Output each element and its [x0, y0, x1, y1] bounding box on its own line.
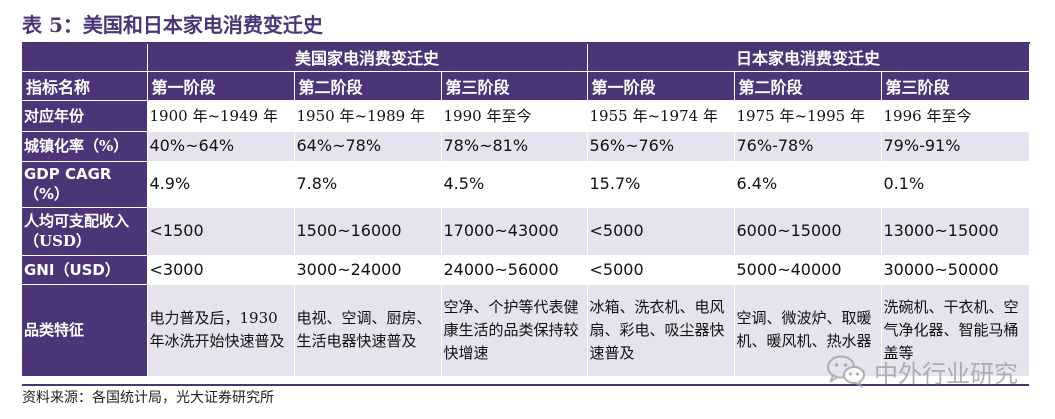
cell-gni-us-2: 3000~24000: [294, 255, 442, 285]
row-label-years: 对应年份: [22, 100, 148, 132]
group-header-blank: [22, 43, 148, 72]
cell-urban-us-2: 64%~78%: [294, 131, 442, 162]
header-us-stage-1: 第一阶段: [147, 71, 295, 101]
cell-feature-us-1: 电力普及后，1930 年冰洗开始快速普及: [147, 284, 295, 377]
header-jp-stage-3: 第三阶段: [881, 71, 1030, 101]
cell-income-jp-2: 6000~15000: [734, 207, 882, 256]
table-row: 品类特征 电力普及后，1930 年冰洗开始快速普及 电视、空调、厨房、生活电器快…: [22, 284, 1030, 377]
wechat-icon: [827, 355, 865, 388]
cell-income-us-1: <1500: [147, 207, 295, 256]
table-row: 人均可支配收入（USD） <1500 1500~16000 17000~4300…: [22, 207, 1030, 256]
cell-feature-jp-3: 洗碗机、干衣机、空气净化器、智能马桶盖等: [881, 284, 1030, 377]
cell-feature-us-3: 空净、个护等代表健康生活的品类保持较快增速: [441, 284, 588, 377]
watermark: 中外行业研究: [826, 354, 1018, 388]
group-header-row: 美国家电消费变迁史 日本家电消费变迁史: [22, 43, 1030, 72]
cell-income-us-2: 1500~16000: [294, 207, 442, 256]
cell-years-jp-2: 1975 年~1995 年: [734, 100, 882, 132]
header-jp-stage-2: 第二阶段: [734, 71, 882, 101]
table-row: GNI（USD） <3000 3000~24000 24000~56000 <5…: [22, 255, 1030, 285]
row-label-urbanization: 城镇化率（%）: [22, 131, 148, 162]
cell-income-us-3: 17000~43000: [441, 207, 588, 256]
cell-gdp-us-3: 4.5%: [441, 161, 588, 208]
table-row: 城镇化率（%） 40%~64% 64%~78% 78%~81% 56%~76% …: [22, 131, 1030, 162]
table-row: 对应年份 1900 年~1949 年 1950 年~1989 年 1990 年至…: [22, 100, 1030, 132]
row-label-category-features: 品类特征: [22, 284, 148, 377]
cell-years-us-2: 1950 年~1989 年: [294, 100, 442, 132]
row-label-disposable-income: 人均可支配收入（USD）: [22, 207, 148, 256]
watermark-text: 中外行业研究: [874, 359, 1018, 388]
source-note: 资料来源：各国统计局，光大证券研究所: [22, 390, 274, 406]
cell-years-jp-3: 1996 年至今: [881, 100, 1030, 132]
cell-years-us-3: 1990 年至今: [441, 100, 588, 132]
group-header-us: 美国家电消费变迁史: [147, 43, 588, 72]
cell-feature-jp-1: 冰箱、洗衣机、电风扇、彩电、吸尘器快速普及: [587, 284, 735, 377]
cell-income-jp-1: <5000: [587, 207, 735, 256]
cell-gdp-us-1: 4.9%: [147, 161, 295, 208]
header-us-stage-2: 第二阶段: [294, 71, 442, 101]
cell-gdp-jp-1: 15.7%: [587, 161, 735, 208]
cell-urban-us-1: 40%~64%: [147, 131, 295, 162]
cell-gdp-jp-2: 6.4%: [734, 161, 882, 208]
cell-gni-jp-1: <5000: [587, 255, 735, 285]
cell-urban-jp-2: 76%-78%: [734, 131, 882, 162]
cell-feature-jp-2: 空调、微波炉、取暖机、暖风机、热水器: [734, 284, 882, 377]
group-header-jp: 日本家电消费变迁史: [587, 43, 1030, 72]
table-title: 表 5：美国和日本家电消费变迁史: [22, 13, 323, 37]
row-label-gdp-cagr: GDP CAGR（%）: [22, 161, 148, 208]
header-us-stage-3: 第三阶段: [441, 71, 588, 101]
cell-feature-us-2: 电视、空调、厨房、生活电器快速普及: [294, 284, 442, 377]
stage-header-row: 指标名称 第一阶段 第二阶段 第三阶段 第一阶段 第二阶段 第三阶段: [22, 71, 1030, 101]
cell-urban-us-3: 78%~81%: [441, 131, 588, 162]
cell-income-jp-3: 13000~15000: [881, 207, 1030, 256]
header-indicator-name: 指标名称: [22, 71, 148, 101]
cell-urban-jp-1: 56%~76%: [587, 131, 735, 162]
cell-years-us-1: 1900 年~1949 年: [147, 100, 295, 132]
comparison-table: 美国家电消费变迁史 日本家电消费变迁史 指标名称 第一阶段 第二阶段 第三阶段 …: [22, 42, 1030, 377]
cell-gdp-us-2: 7.8%: [294, 161, 442, 208]
header-jp-stage-1: 第一阶段: [587, 71, 735, 101]
row-label-gni: GNI（USD）: [22, 255, 148, 285]
cell-gni-us-1: <3000: [147, 255, 295, 285]
table-bottom-rule: [22, 384, 1029, 386]
table-row: GDP CAGR（%） 4.9% 7.8% 4.5% 15.7% 6.4% 0.…: [22, 161, 1030, 208]
cell-years-jp-1: 1955 年~1974 年: [587, 100, 735, 132]
cell-gdp-jp-3: 0.1%: [881, 161, 1030, 208]
cell-gni-us-3: 24000~56000: [441, 255, 588, 285]
cell-gni-jp-3: 30000~50000: [881, 255, 1030, 285]
cell-gni-jp-2: 5000~40000: [734, 255, 882, 285]
cell-urban-jp-3: 79%-91%: [881, 131, 1030, 162]
